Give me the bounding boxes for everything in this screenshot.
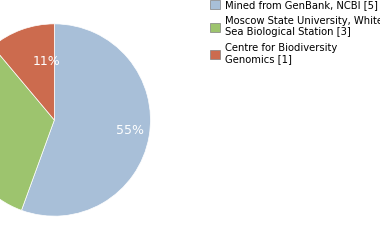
Wedge shape <box>0 46 54 210</box>
Wedge shape <box>0 24 54 120</box>
Text: 11%: 11% <box>33 55 61 68</box>
Text: 55%: 55% <box>116 124 144 137</box>
Legend: Mined from GenBank, NCBI [5], Moscow State University, White
Sea Biological Stat: Mined from GenBank, NCBI [5], Moscow Sta… <box>210 0 380 64</box>
Wedge shape <box>21 24 150 216</box>
